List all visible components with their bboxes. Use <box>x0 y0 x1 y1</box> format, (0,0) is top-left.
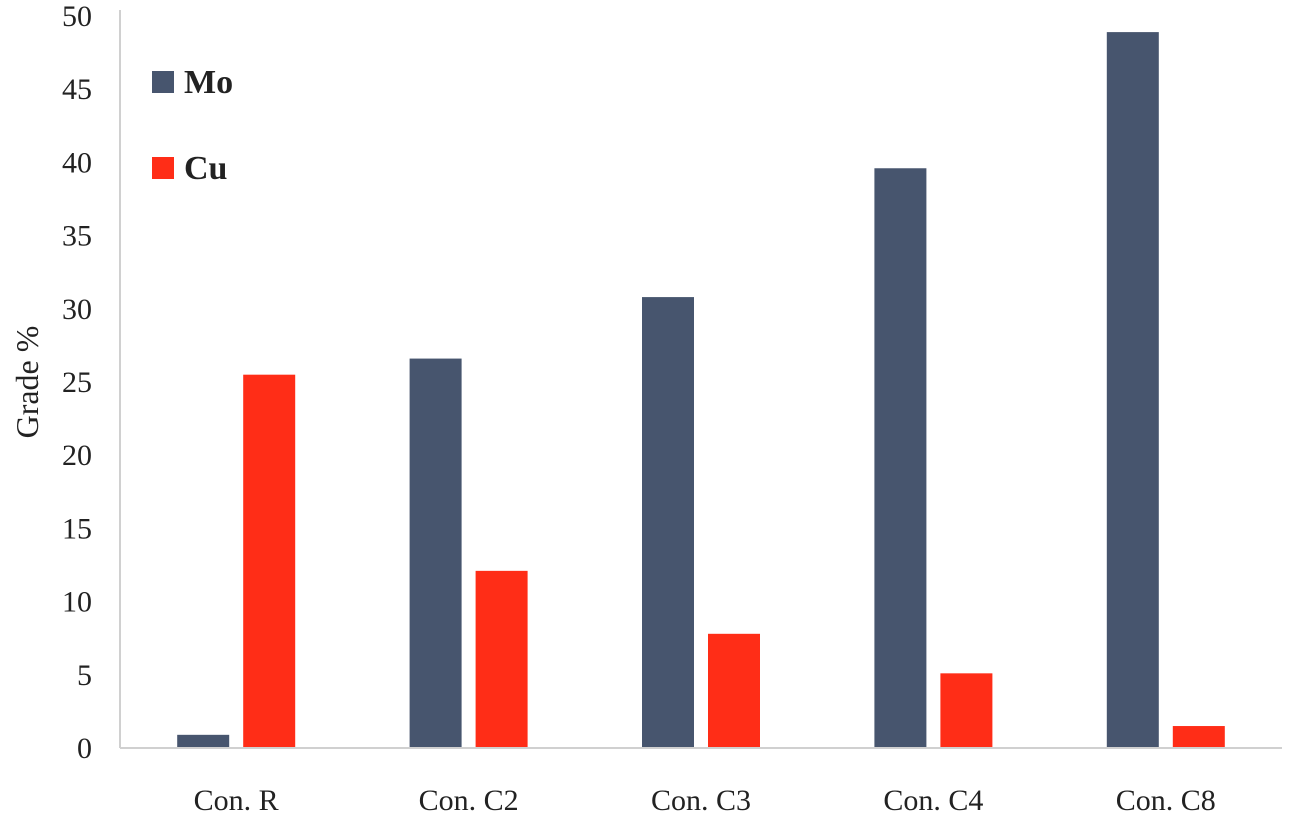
bar-cu-1 <box>243 374 296 748</box>
bar-mo-2 <box>409 358 462 748</box>
bar-cu-5 <box>1172 726 1225 748</box>
x-axis-ticks: Con. R Con. C2 Con. C3 Con. C4 Con. C8 <box>194 784 1216 817</box>
x-tick-label: Con. C2 <box>419 784 519 817</box>
legend-swatch-cu <box>152 157 174 179</box>
bar-cu-3 <box>708 633 760 748</box>
y-tick-label: 10 <box>62 586 92 619</box>
y-tick-label: 45 <box>62 73 92 106</box>
bars <box>177 32 1225 749</box>
y-tick-label: 25 <box>62 366 92 399</box>
legend-label-cu: Cu <box>184 150 227 187</box>
y-tick-label: 15 <box>62 512 92 545</box>
x-tick-label: Con. R <box>194 784 279 817</box>
bar-mo-5 <box>1106 32 1159 748</box>
bar-mo-3 <box>642 297 694 748</box>
y-axis-ticks: 0 5 10 15 20 25 30 35 40 45 50 <box>62 0 92 765</box>
x-tick-label: Con. C3 <box>651 784 751 817</box>
y-tick-label: 40 <box>62 146 92 179</box>
legend: Mo Cu <box>152 64 233 187</box>
legend-swatch-mo <box>152 71 174 93</box>
y-axis-title: Grade % <box>9 326 45 439</box>
y-tick-label: 5 <box>77 659 92 692</box>
y-tick-label: 20 <box>62 439 92 472</box>
y-tick-label: 35 <box>62 220 92 253</box>
bar-mo-1 <box>177 734 230 748</box>
y-tick-label: 30 <box>62 293 92 326</box>
bar-mo-4 <box>874 168 927 749</box>
y-tick-label: 50 <box>62 0 92 33</box>
y-tick-label: 0 <box>77 732 92 765</box>
x-tick-label: Con. C4 <box>883 784 983 817</box>
x-tick-label: Con. C8 <box>1116 784 1216 817</box>
bar-cu-4 <box>940 673 993 748</box>
legend-label-mo: Mo <box>184 64 233 101</box>
bar-cu-2 <box>475 570 528 748</box>
